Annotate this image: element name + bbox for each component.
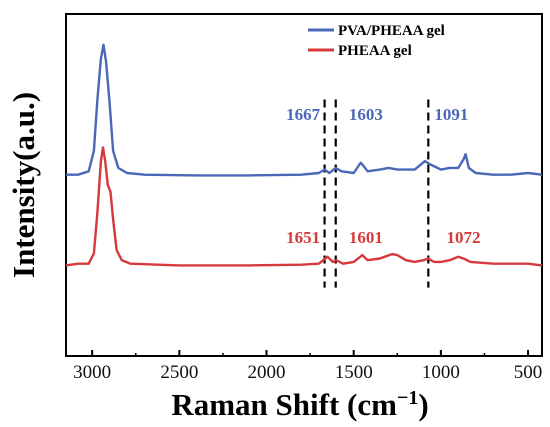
x-axis-title-text: Raman Shift (cm bbox=[171, 387, 397, 422]
x-tick-label-3000: 3000 bbox=[73, 362, 111, 383]
x-tick-label-500: 500 bbox=[514, 362, 543, 383]
annotation-layer: 1667 1603 1091 1651 1601 1072 bbox=[286, 105, 480, 247]
peak-annotation-1072: 1072 bbox=[447, 228, 481, 247]
x-axis: 3000 2500 2000 1500 1000 500 bbox=[73, 350, 542, 383]
legend-label-pva-pheaa: PVA/PHEAA gel bbox=[338, 23, 445, 39]
series-layer bbox=[65, 43, 543, 267]
peak-annotation-1601: 1601 bbox=[349, 228, 383, 247]
legend: PVA/PHEAA gel PHEAA gel bbox=[308, 23, 445, 59]
plot-frame bbox=[65, 13, 543, 357]
plot-area: 1667 1603 1091 1651 1601 1072 bbox=[65, 13, 543, 357]
peak-annotation-1667: 1667 bbox=[286, 105, 321, 124]
series-line-0 bbox=[66, 43, 543, 177]
x-axis-title-close: ) bbox=[418, 387, 428, 422]
x-tick-label-2000: 2000 bbox=[248, 362, 286, 383]
peak-annotation-1651: 1651 bbox=[286, 228, 320, 247]
series-line-1 bbox=[65, 146, 543, 267]
x-tick-label-2500: 2500 bbox=[160, 362, 198, 383]
x-tick-label-1000: 1000 bbox=[422, 362, 460, 383]
peak-annotation-1603: 1603 bbox=[349, 105, 383, 124]
x-axis-title-superscript: −1 bbox=[397, 387, 418, 409]
legend-label-pheaa: PHEAA gel bbox=[338, 43, 412, 59]
peak-annotation-1091: 1091 bbox=[434, 105, 468, 124]
x-axis-title: Raman Shift (cm−1) bbox=[171, 387, 428, 422]
y-axis-title: Intensity(a.u.) bbox=[6, 92, 41, 278]
x-tick-label-1500: 1500 bbox=[335, 362, 373, 383]
reference-lines bbox=[323, 99, 430, 288]
